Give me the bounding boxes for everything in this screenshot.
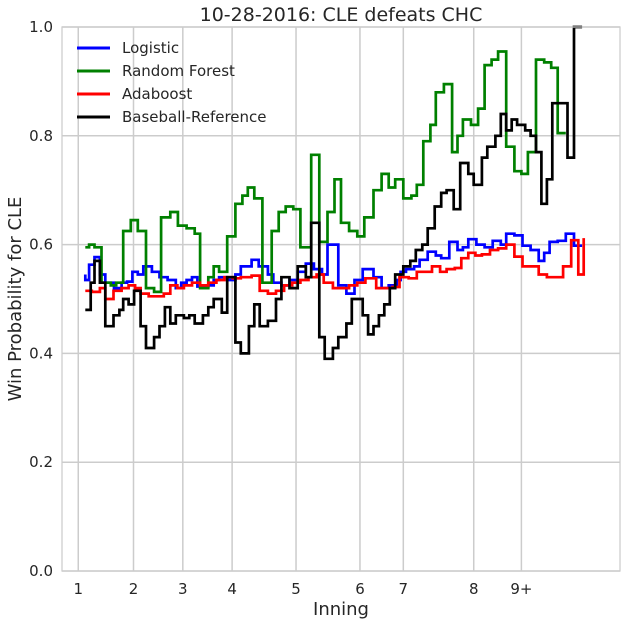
- x-tick-label: 9+: [510, 580, 532, 598]
- y-tick-label: 0.2: [29, 453, 53, 471]
- y-tick-labels: 0.0 0.2 0.4 0.6 0.8 1.0: [29, 18, 53, 580]
- x-tick-label: 4: [227, 580, 237, 598]
- legend-label-baseball-reference: Baseball-Reference: [122, 108, 267, 126]
- x-tick-labels: 1 2 3 4 5 6 7 8 9+: [73, 580, 532, 598]
- x-tick-label: 5: [291, 580, 301, 598]
- chart-title: 10-28-2016: CLE defeats CHC: [200, 4, 483, 26]
- legend-label-logistic: Logistic: [122, 39, 179, 57]
- series-line-baseball-reference: [85, 25, 583, 361]
- x-tick-label: 1: [73, 580, 83, 598]
- grid-lines: [62, 26, 620, 572]
- series-lines: [83, 25, 586, 361]
- y-tick-label: 1.0: [29, 18, 53, 36]
- y-tick-label: 0.0: [29, 562, 53, 580]
- plot-area: [62, 27, 620, 571]
- legend-label-adaboost: Adaboost: [122, 85, 192, 103]
- series-line-random-forest: [85, 50, 566, 294]
- series-line-adaboost: [85, 238, 586, 301]
- x-tick-label: 3: [178, 580, 188, 598]
- x-tick-label: 8: [469, 580, 479, 598]
- x-tick-label: 2: [129, 580, 139, 598]
- x-axis-label: Inning: [313, 599, 369, 620]
- legend: Logistic Random Forest Adaboost Baseball-Re…: [77, 39, 267, 126]
- x-tick-label: 7: [399, 580, 409, 598]
- y-axis-label: Win Probability for CLE: [5, 197, 26, 402]
- y-tick-label: 0.4: [29, 344, 53, 362]
- x-tick-label: 6: [355, 580, 365, 598]
- legend-label-random-forest: Random Forest: [122, 62, 235, 80]
- y-tick-label: 0.8: [29, 127, 53, 145]
- y-tick-label: 0.6: [29, 236, 53, 254]
- plot-frame: [61, 26, 621, 572]
